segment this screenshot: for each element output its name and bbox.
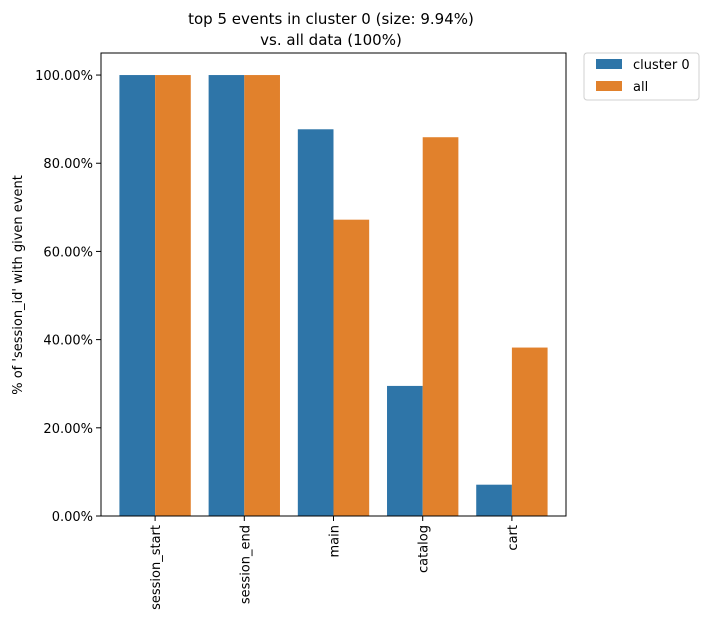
y-tick-label: 20.00% — [43, 422, 93, 437]
bar-session_end-cluster-0 — [208, 75, 245, 517]
y-tick-label: 60.00% — [43, 245, 93, 260]
legend-label-cluster-0: cluster 0 — [633, 58, 690, 73]
x-tick-label-main: main — [328, 525, 343, 557]
legend-swatch-cluster-0 — [596, 59, 622, 69]
chart-title-line-2: vs. all data (100%) — [260, 31, 402, 49]
bar-catalog-cluster-0 — [387, 385, 423, 516]
x-tick-label-session_start: session_start — [149, 525, 164, 610]
x-tick-label-catalog: catalog — [417, 525, 432, 573]
legend-swatch-all — [596, 81, 622, 91]
plot-frame — [100, 52, 567, 517]
legend: cluster 0 all — [583, 52, 700, 101]
bars-group — [119, 75, 548, 517]
y-tick-label: 80.00% — [43, 157, 93, 172]
x-tick-label-cart: cart — [506, 525, 521, 551]
y-tick-label: 40.00% — [43, 334, 93, 349]
x-tick-label-session_end: session_end — [238, 525, 253, 604]
x-axis-ticks: session_start session_end main catalog cart — [149, 516, 521, 610]
bar-catalog-all — [422, 137, 459, 516]
bar-main-cluster-0 — [297, 129, 334, 516]
bar-cart-all — [511, 347, 548, 516]
bar-session_start-all — [155, 75, 191, 517]
bar-session_end-all — [244, 75, 280, 517]
y-axis-label: % of 'session_id' with given event — [11, 175, 26, 395]
bar-session_start-cluster-0 — [119, 75, 156, 517]
bar-cart-cluster-0 — [476, 484, 512, 516]
y-tick-label: 100.00% — [35, 69, 93, 84]
y-tick-label: 0.00% — [52, 510, 93, 525]
legend-label-all: all — [633, 80, 648, 95]
chart-title-line-1: top 5 events in cluster 0 (size: 9.94%) — [188, 10, 474, 28]
bar-main-all — [333, 219, 370, 516]
y-axis-ticks: 0.00% 20.00% 40.00% 60.00% 80.00% 100.00% — [35, 69, 101, 525]
